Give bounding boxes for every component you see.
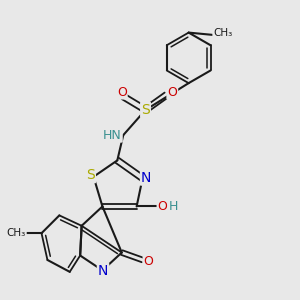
Text: H: H — [169, 200, 178, 213]
Text: O: O — [167, 85, 177, 98]
Text: CH₃: CH₃ — [213, 28, 232, 38]
Text: S: S — [141, 103, 150, 117]
Text: S: S — [86, 168, 95, 182]
Text: O: O — [117, 85, 127, 98]
Text: N: N — [98, 264, 108, 278]
Text: CH₃: CH₃ — [7, 228, 26, 238]
Text: O: O — [158, 200, 167, 213]
Text: O: O — [144, 255, 154, 268]
Text: N: N — [141, 171, 151, 184]
Text: HN: HN — [103, 129, 122, 142]
